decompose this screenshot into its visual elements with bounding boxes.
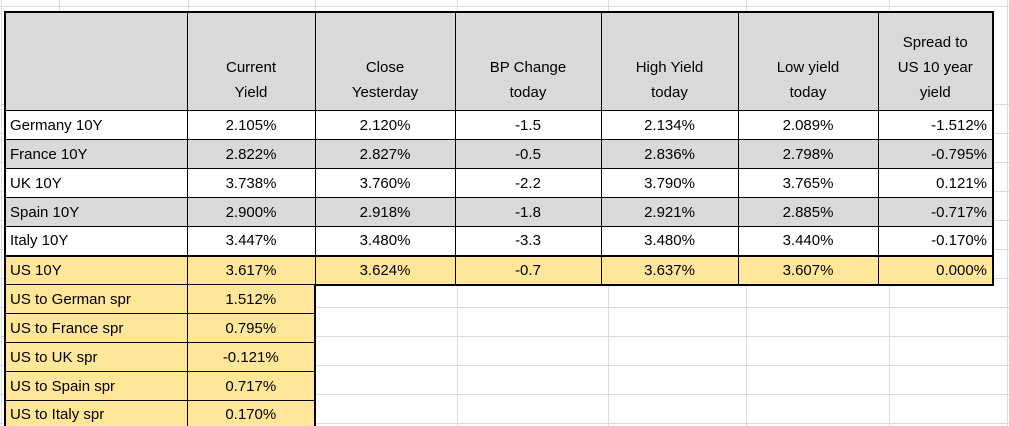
spread-cell[interactable]: 0.121% (877, 168, 994, 198)
spread-cell[interactable]: -0.795% (877, 139, 994, 169)
high-yield-cell[interactable]: 3.480% (600, 226, 739, 256)
table-row-us-uk-spread: US to UK spr -0.121% (4, 342, 993, 372)
high-yield-cell[interactable]: 2.134% (600, 110, 739, 140)
gridline-horizontal (0, 307, 1009, 308)
header-high-yield[interactable]: High Yield today (600, 11, 739, 111)
spread-label-cell[interactable]: US to Italy spr (4, 400, 188, 426)
gridline-horizontal (0, 423, 1009, 424)
gridline-horizontal (0, 336, 1009, 337)
country-cell[interactable]: Italy 10Y (4, 226, 188, 256)
table-row-us-italy-spread: US to Italy spr 0.170% (4, 400, 993, 426)
spread-cell[interactable]: 0.000% (877, 254, 994, 286)
country-cell[interactable]: UK 10Y (4, 168, 188, 198)
close-yesterday-cell[interactable]: 3.624% (314, 254, 456, 286)
current-yield-cell[interactable]: 3.738% (186, 168, 316, 198)
low-yield-cell[interactable]: 2.089% (737, 110, 879, 140)
bp-change-cell[interactable]: -1.5 (454, 110, 602, 140)
current-yield-cell[interactable]: 2.822% (186, 139, 316, 169)
header-current-yield[interactable]: Current Yield (186, 11, 316, 111)
table-row-us-german-spread: US to German spr 1.512% (4, 284, 993, 314)
gridline-horizontal (0, 394, 1009, 395)
table-row-us-spain-spread: US to Spain spr 0.717% (4, 371, 993, 401)
gridline-vertical (1007, 0, 1008, 426)
high-yield-cell[interactable]: 3.790% (600, 168, 739, 198)
spread-value-cell[interactable]: 0.795% (186, 313, 316, 343)
header-spread[interactable]: Spread to US 10 year yield (877, 11, 994, 111)
spread-value-cell[interactable]: -0.121% (186, 342, 316, 372)
spread-cell[interactable]: -0.717% (877, 197, 994, 227)
table-row-us-france-spread: US to France spr 0.795% (4, 313, 993, 343)
low-yield-cell[interactable]: 2.798% (737, 139, 879, 169)
close-yesterday-cell[interactable]: 2.918% (314, 197, 456, 227)
header-row: Current Yield Close Yesterday BP Change … (4, 11, 994, 111)
table-row-uk: UK 10Y 3.738% 3.760% -2.2 3.790% 3.765% … (4, 168, 994, 198)
header-close-yesterday[interactable]: Close Yesterday (314, 11, 456, 111)
header-bp-change[interactable]: BP Change today (454, 11, 602, 111)
spread-value-cell[interactable]: 0.170% (186, 400, 316, 426)
bp-change-cell[interactable]: -2.2 (454, 168, 602, 198)
bp-change-cell[interactable]: -3.3 (454, 226, 602, 256)
table-row-spain: Spain 10Y 2.900% 2.918% -1.8 2.921% 2.88… (4, 197, 994, 227)
gridline-horizontal (0, 365, 1009, 366)
table-row-france: France 10Y 2.822% 2.827% -0.5 2.836% 2.7… (4, 139, 994, 169)
high-yield-cell[interactable]: 2.921% (600, 197, 739, 227)
gridline-vertical (1, 0, 2, 426)
low-yield-cell[interactable]: 3.765% (737, 168, 879, 198)
bond-yields-table: Current Yield Close Yesterday BP Change … (4, 11, 994, 426)
header-low-yield[interactable]: Low yield today (737, 11, 879, 111)
spread-cell[interactable]: -0.170% (877, 226, 994, 256)
table-row-germany: Germany 10Y 2.105% 2.120% -1.5 2.134% 2.… (4, 110, 994, 140)
spread-label-cell[interactable]: US to UK spr (4, 342, 188, 372)
current-yield-cell[interactable]: 3.617% (186, 254, 316, 285)
bp-change-cell[interactable]: -0.5 (454, 139, 602, 169)
header-blank-cell[interactable] (4, 11, 188, 111)
spread-value-cell[interactable]: 1.512% (186, 284, 316, 314)
bp-change-cell[interactable]: -0.7 (454, 254, 602, 286)
low-yield-cell[interactable]: 3.607% (737, 254, 879, 286)
current-yield-cell[interactable]: 2.105% (186, 110, 316, 140)
high-yield-cell[interactable]: 3.637% (600, 254, 739, 286)
close-yesterday-cell[interactable]: 3.480% (314, 226, 456, 256)
spread-cell[interactable]: -1.512% (877, 110, 994, 140)
current-yield-cell[interactable]: 2.900% (186, 197, 316, 227)
gridline-horizontal (0, 6, 1009, 7)
spread-value-cell[interactable]: 0.717% (186, 371, 316, 401)
table-row-italy: Italy 10Y 3.447% 3.480% -3.3 3.480% 3.44… (4, 226, 994, 256)
country-cell[interactable]: Spain 10Y (4, 197, 188, 227)
country-cell[interactable]: Germany 10Y (4, 110, 188, 140)
current-yield-cell[interactable]: 3.447% (186, 226, 316, 256)
low-yield-cell[interactable]: 2.885% (737, 197, 879, 227)
country-cell[interactable]: US 10Y (4, 254, 188, 285)
spread-label-cell[interactable]: US to German spr (4, 284, 188, 314)
spread-label-cell[interactable]: US to France spr (4, 313, 188, 343)
country-cell[interactable]: France 10Y (4, 139, 188, 169)
close-yesterday-cell[interactable]: 2.827% (314, 139, 456, 169)
spread-label-cell[interactable]: US to Spain spr (4, 371, 188, 401)
low-yield-cell[interactable]: 3.440% (737, 226, 879, 256)
high-yield-cell[interactable]: 2.836% (600, 139, 739, 169)
table-row-us: US 10Y 3.617% 3.624% -0.7 3.637% 3.607% … (4, 254, 994, 286)
close-yesterday-cell[interactable]: 3.760% (314, 168, 456, 198)
bp-change-cell[interactable]: -1.8 (454, 197, 602, 227)
close-yesterday-cell[interactable]: 2.120% (314, 110, 456, 140)
